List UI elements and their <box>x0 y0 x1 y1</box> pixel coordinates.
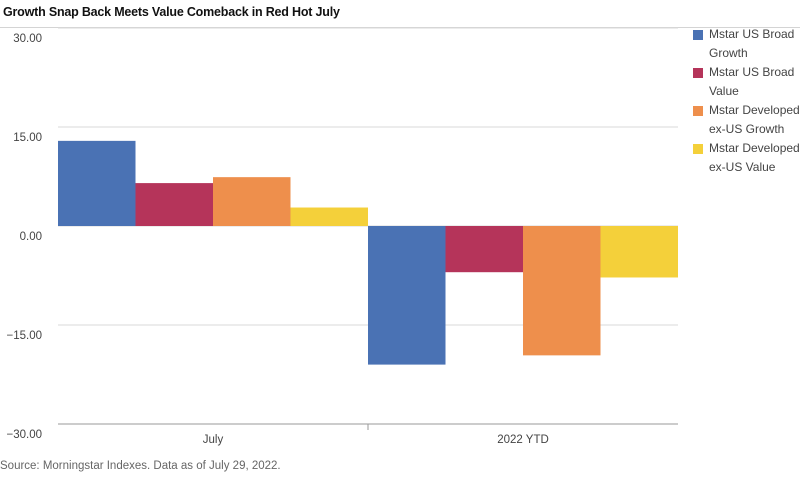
legend-item: Mstar US Broad Growth <box>693 27 800 63</box>
y-tick-label: −30.00 <box>7 429 43 441</box>
chart-title: Growth Snap Back Meets Value Comeback in… <box>3 5 340 19</box>
bar <box>368 226 446 365</box>
legend-item: Mstar Developed ex-US Value <box>693 141 800 177</box>
legend-label: Mstar US Broad Growth <box>709 27 795 60</box>
legend-item: Mstar US Broad Value <box>693 65 800 101</box>
legend-swatch <box>693 30 703 40</box>
legend-swatch <box>693 144 703 154</box>
y-axis-ticks: 30.00 15.00 0.00 −15.00 −30.00 <box>7 33 43 441</box>
bar-chart: 30.00 15.00 0.00 −15.00 −30.00 July 2022 YTD <box>7 27 678 446</box>
source-note: Source: Morningstar Indexes. Data as of … <box>0 460 281 472</box>
x-axis-ticks: July 2022 YTD <box>203 434 549 446</box>
y-tick-label: 15.00 <box>13 132 42 144</box>
y-tick-label: 0.00 <box>20 231 42 243</box>
bar <box>290 207 368 226</box>
bar <box>600 226 678 278</box>
bar <box>213 177 291 226</box>
legend: Mstar US Broad Growth Mstar US Broad Valu… <box>693 27 800 180</box>
x-tick-label: 2022 YTD <box>497 434 549 446</box>
x-tick-label: July <box>203 434 224 446</box>
legend-swatch <box>693 68 703 78</box>
y-tick-label: −15.00 <box>7 330 43 342</box>
bar <box>523 226 601 356</box>
bar <box>445 226 523 273</box>
legend-label: Mstar Developed ex-US Value <box>709 141 800 174</box>
bars <box>58 140 678 365</box>
legend-item: Mstar Developed ex-US Growth <box>693 103 800 139</box>
legend-swatch <box>693 106 703 116</box>
bar <box>135 183 213 226</box>
legend-label: Mstar Developed ex-US Growth <box>709 103 800 136</box>
bar <box>58 140 136 226</box>
legend-label: Mstar US Broad Value <box>709 65 795 98</box>
y-tick-label: 30.00 <box>13 33 42 45</box>
